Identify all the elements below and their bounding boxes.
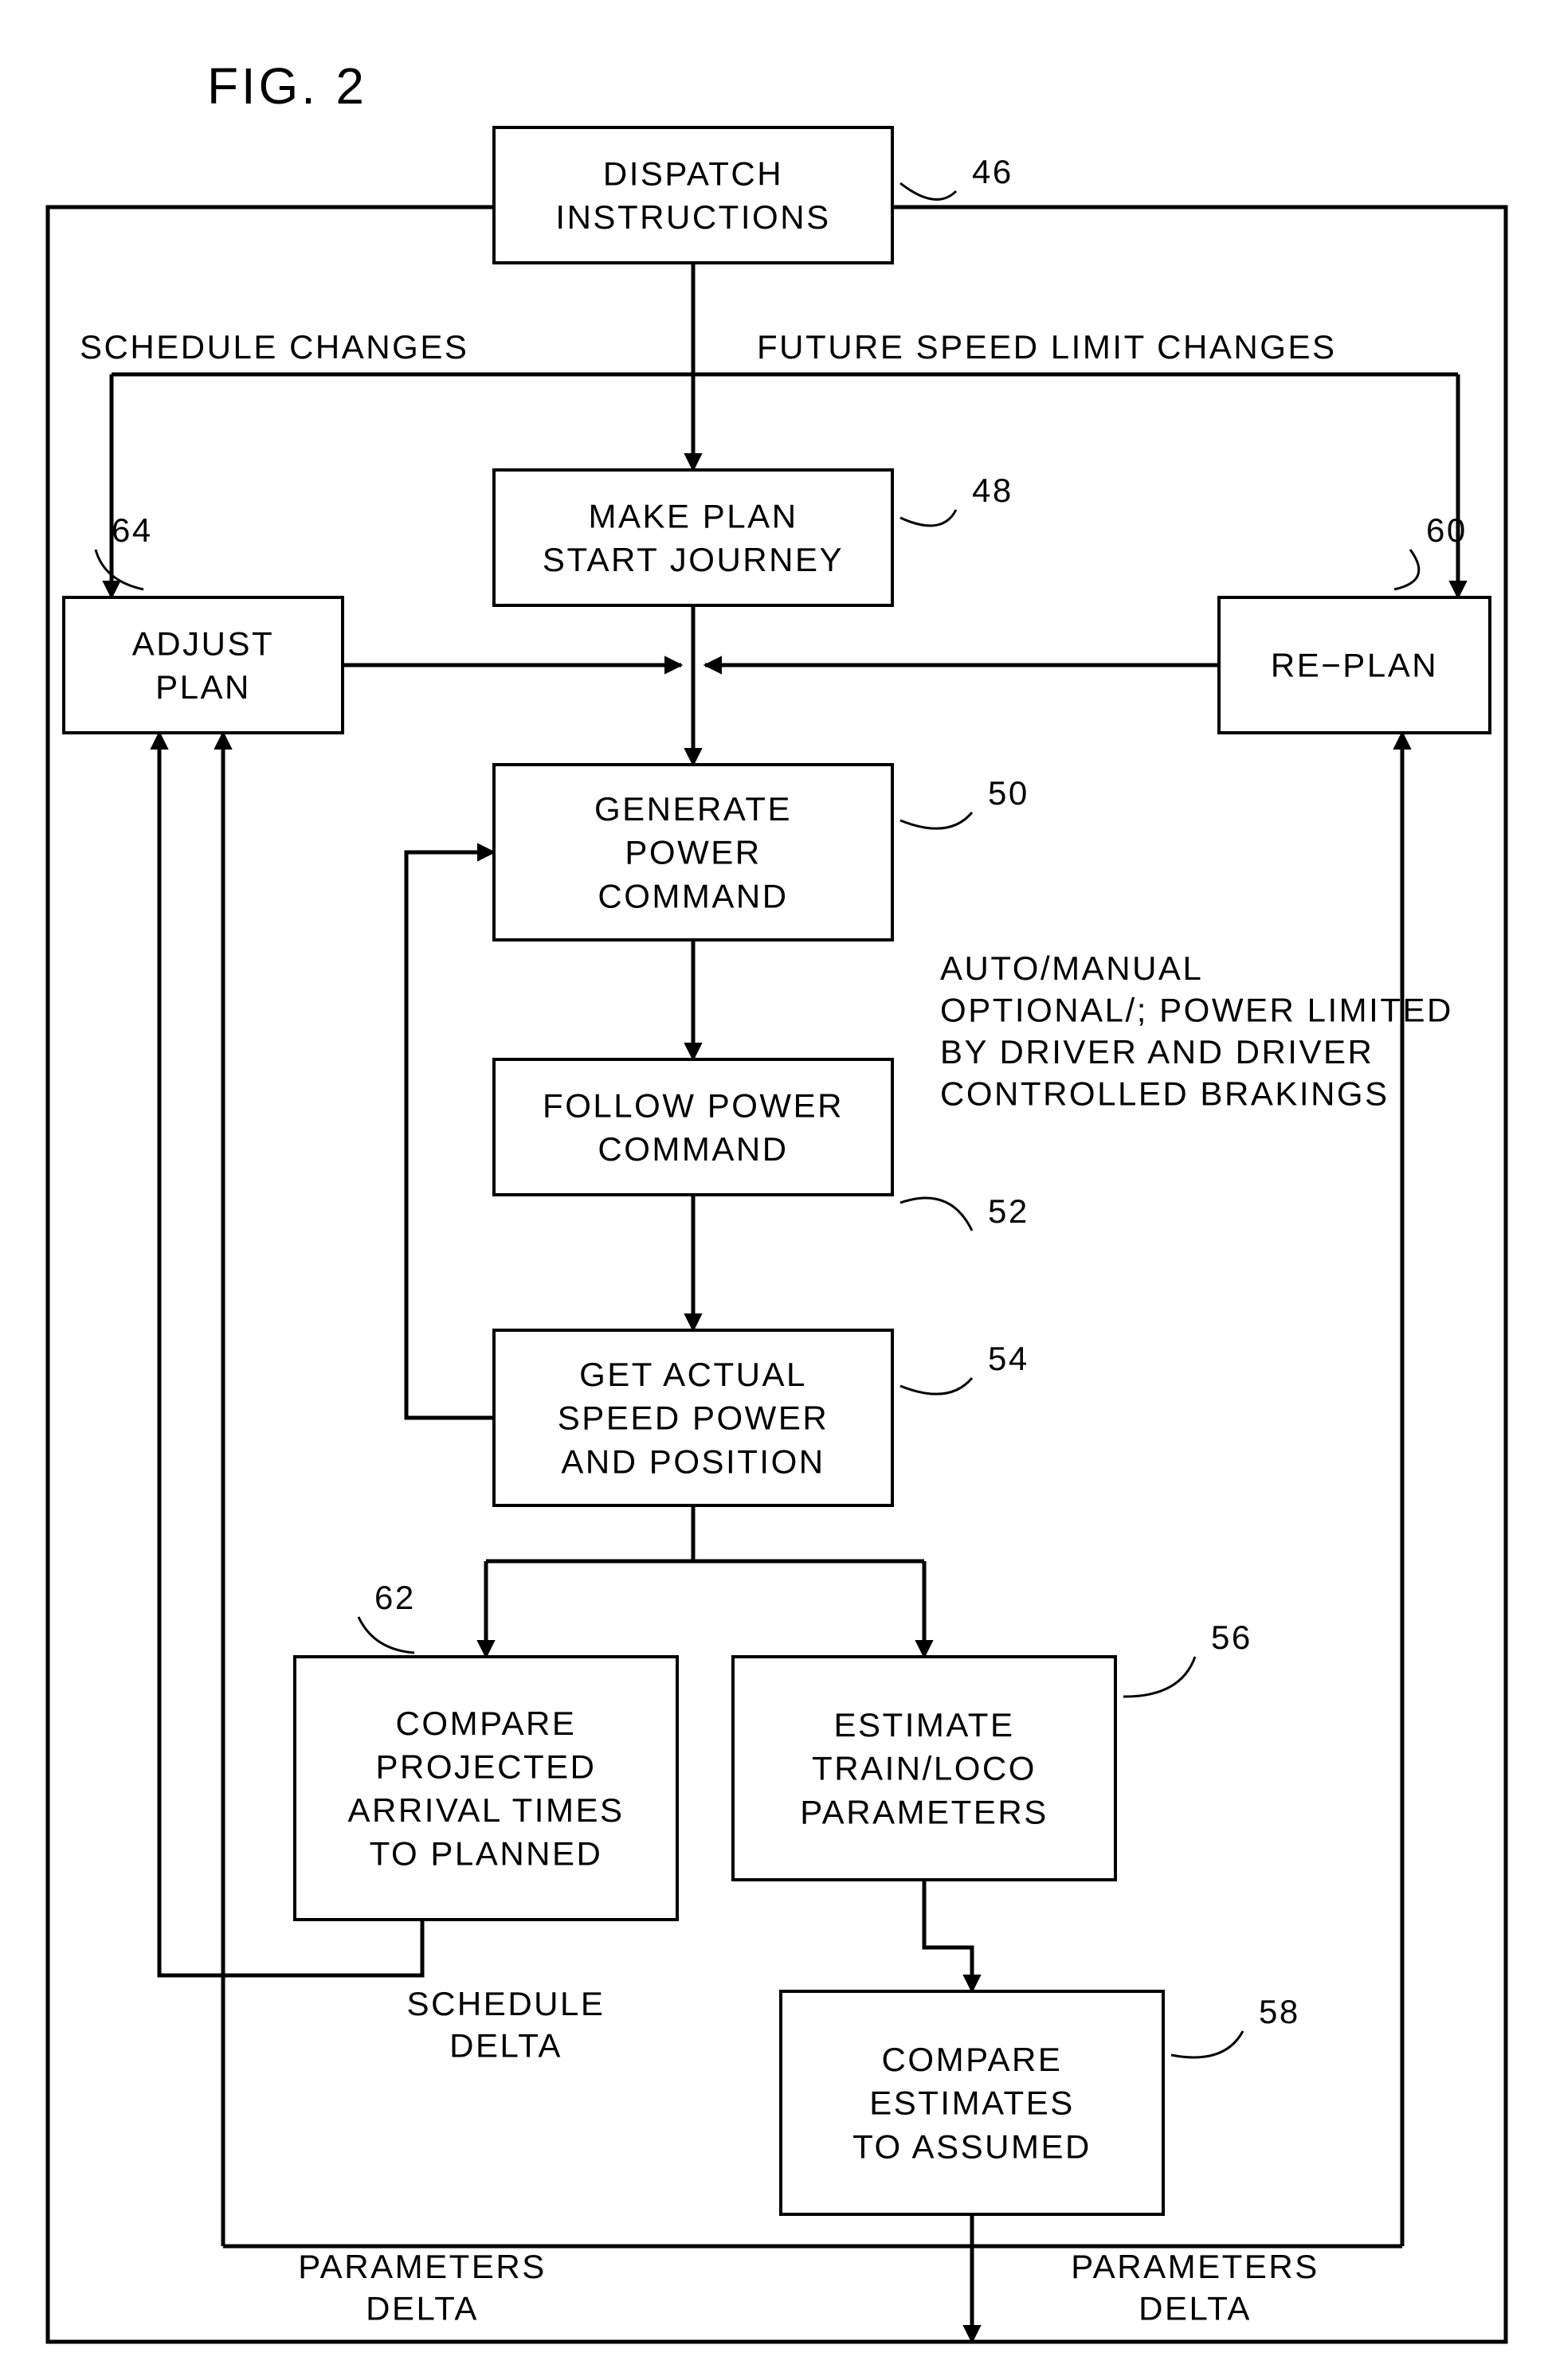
node-46: DISPATCH INSTRUCTIONS	[494, 127, 892, 263]
label-auto_manual-l1: OPTIONAL/; POWER LIMITED	[940, 992, 1453, 1029]
ref-64: 64	[112, 511, 153, 549]
ref-50: 50	[988, 774, 1029, 812]
ref-58: 58	[1259, 1993, 1300, 2030]
node-54-line0: GET ACTUAL	[579, 1356, 807, 1393]
label-params_delta_right-l1: DELTA	[1139, 2290, 1252, 2327]
ref-48: 48	[972, 472, 1013, 509]
node-58-line2: TO ASSUMED	[852, 2128, 1091, 2165]
node-62-line1: PROJECTED	[375, 1748, 596, 1785]
label-auto_manual-l0: AUTO/MANUAL	[940, 949, 1203, 987]
label-params_delta_left-l1: DELTA	[366, 2290, 479, 2327]
node-56-line2: PARAMETERS	[800, 1793, 1048, 1830]
node-50-line0: GENERATE	[594, 790, 792, 828]
node-58-line1: ESTIMATES	[869, 2084, 1075, 2122]
node-62-line2: ARRIVAL TIMES	[347, 1791, 624, 1829]
node-58-line0: COMPARE	[882, 2041, 1063, 2078]
node-48-line0: MAKE PLAN	[588, 497, 798, 534]
node-50: GENERATE POWER COMMAND	[494, 765, 892, 940]
node-54: GET ACTUAL SPEED POWER AND POSITION	[494, 1330, 892, 1505]
node-60: RE−PLAN	[1219, 597, 1490, 733]
leader-46	[900, 183, 956, 199]
node-64: ADJUST PLAN	[64, 597, 343, 733]
ref-54: 54	[988, 1340, 1029, 1377]
node-56-line0: ESTIMATE	[833, 1706, 1014, 1744]
node-60-line0: RE−PLAN	[1271, 647, 1438, 684]
node-64-line1: PLAN	[155, 668, 251, 706]
ref-56: 56	[1211, 1619, 1252, 1656]
node-52-line1: COMMAND	[598, 1130, 788, 1168]
node-52-line0: FOLLOW POWER	[543, 1086, 844, 1124]
label-schedule_changes: SCHEDULE CHANGES	[80, 328, 468, 366]
node-54-line1: SPEED POWER	[558, 1399, 829, 1437]
node-46-line1: INSTRUCTIONS	[555, 198, 830, 236]
label-auto_manual-l3: CONTROLLED BRAKINGS	[940, 1075, 1389, 1113]
node-50-line1: POWER	[625, 834, 761, 871]
label-params_delta_right-l0: PARAMETERS	[1071, 2248, 1319, 2285]
label-schedule_delta-l1: DELTA	[449, 2027, 562, 2065]
label-schedule_delta-l0: SCHEDULE	[407, 1985, 606, 2022]
label-auto_manual-l2: BY DRIVER AND DRIVER	[940, 1033, 1374, 1071]
node-46-line0: DISPATCH	[603, 155, 783, 192]
ref-46: 46	[972, 153, 1013, 190]
label-future_speed: FUTURE SPEED LIMIT CHANGES	[757, 328, 1337, 366]
node-56: ESTIMATE TRAIN/LOCO PARAMETERS	[733, 1657, 1115, 1880]
node-56-line1: TRAIN/LOCO	[812, 1750, 1037, 1787]
node-50-line2: COMMAND	[598, 877, 788, 914]
node-52: FOLLOW POWER COMMAND	[494, 1059, 892, 1195]
ref-60: 60	[1426, 511, 1468, 549]
figure-title: FIG. 2	[207, 57, 367, 115]
ref-62: 62	[374, 1579, 416, 1616]
label-params_delta_left-l0: PARAMETERS	[298, 2248, 546, 2285]
node-48: MAKE PLAN START JOURNEY	[494, 470, 892, 605]
node-58: COMPARE ESTIMATES TO ASSUMED	[781, 1991, 1163, 2214]
node-48-line1: START JOURNEY	[543, 541, 844, 578]
node-62-line3: TO PLANNED	[370, 1835, 603, 1873]
node-62-line0: COMPARE	[396, 1705, 577, 1742]
node-64-line0: ADJUST	[132, 624, 274, 662]
ref-52: 52	[988, 1192, 1029, 1230]
node-62: COMPARE PROJECTED ARRIVAL TIMES TO PLANNED	[295, 1657, 677, 1920]
node-54-line2: AND POSITION	[561, 1442, 825, 1480]
